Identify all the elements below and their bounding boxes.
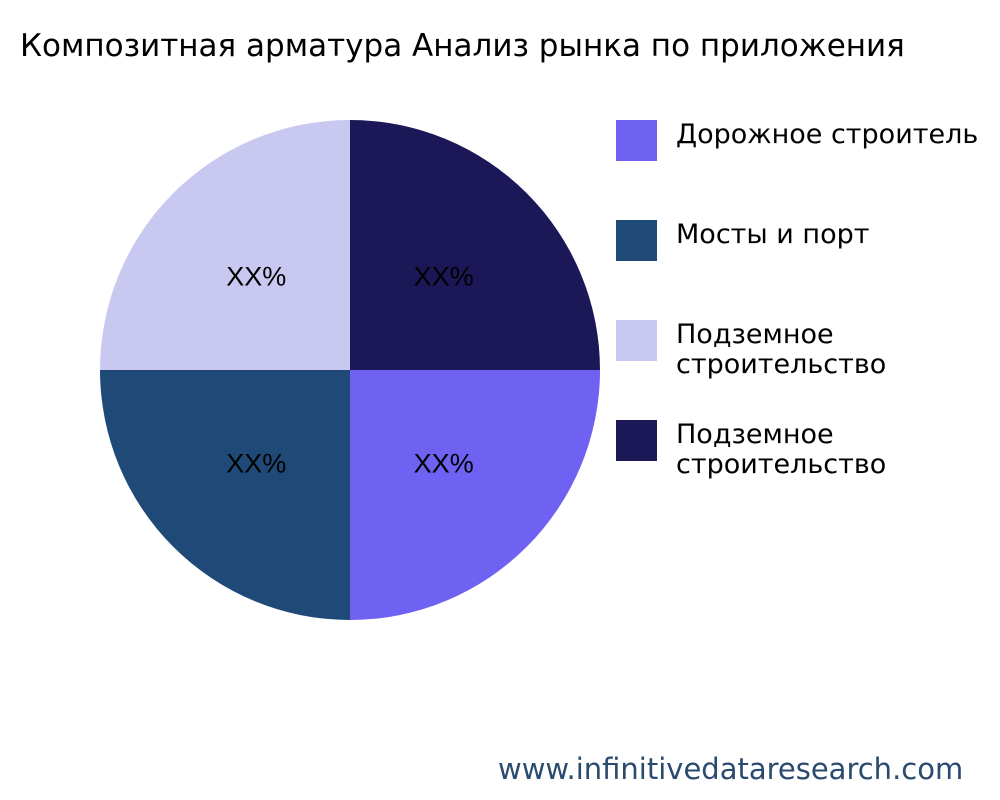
watermark-url: www.infinitivedataresearch.com bbox=[498, 752, 964, 786]
legend-swatch bbox=[616, 420, 657, 461]
pie-slice bbox=[100, 120, 350, 370]
legend-label: Мосты и порт bbox=[676, 219, 870, 250]
slice-data-label: XX% bbox=[414, 449, 474, 479]
legend-label: Подземное строительство bbox=[676, 319, 887, 380]
legend-item: Дорожное строитель bbox=[616, 120, 978, 161]
legend-item: Мосты и порт bbox=[616, 220, 869, 261]
legend-swatch bbox=[616, 120, 657, 161]
legend-swatch bbox=[616, 320, 657, 361]
slice-data-label: XX% bbox=[226, 449, 286, 479]
legend-item: Подземное строительство bbox=[616, 420, 886, 480]
pie-slice bbox=[100, 370, 350, 620]
legend-item: Подземное строительство bbox=[616, 320, 886, 380]
legend-label: Дорожное строитель bbox=[676, 119, 979, 150]
chart-title: Композитная арматура Анализ рынка по при… bbox=[20, 28, 905, 64]
slice-data-label: XX% bbox=[414, 261, 474, 291]
legend-label: Подземное строительство bbox=[676, 419, 887, 480]
slice-data-label: XX% bbox=[226, 261, 286, 291]
legend-swatch bbox=[616, 220, 657, 261]
pie-slice bbox=[350, 120, 600, 370]
pie-slice bbox=[350, 370, 600, 620]
